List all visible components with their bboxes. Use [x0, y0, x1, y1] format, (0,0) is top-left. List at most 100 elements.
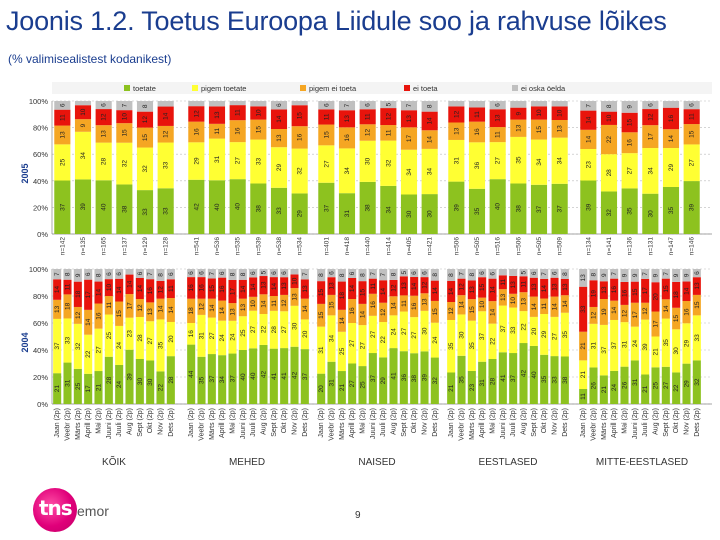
bar-2005-0-1-ei_toeta [74, 105, 92, 120]
data-label-2005-0-0-pigem_ei_toeta: 13 [59, 131, 66, 139]
bar-2004-3-2-pigem_toetate [467, 320, 476, 371]
bar-2005-0-0-pigem_ei_toeta [54, 125, 71, 145]
data-label-2005-4-1-ei_oska_oelda: 8 [606, 104, 613, 108]
data-label-2004-1-7-ei_toeta: 13 [261, 281, 268, 289]
bar-2005-0-5-pigem_toetate [157, 142, 174, 189]
bar-2004-2-5-pigem_ei_toeta [368, 293, 377, 316]
bar-2005-4-1-pigem_ei_toeta [600, 124, 618, 155]
bar-2005-1-2-pigem_ei_toeta [229, 120, 246, 143]
data-label-2005-0-0-toetate: 37 [59, 203, 66, 211]
bar-2004-2-11-pigem_ei_toeta [430, 300, 439, 323]
bar-2005-0-3-ei_oska_oelda [116, 101, 133, 111]
bar-2004-0-1-ei_toeta [63, 279, 72, 295]
data-label-2004-3-4-pigem_ei_toeta: 14 [490, 308, 497, 316]
bar-2004-0-3-ei_oska_oelda [84, 269, 93, 280]
data-label-2005-2-1-ei_oska_oelda: 7 [344, 103, 351, 107]
bar-2004-0-3-pigem_ei_toeta [84, 309, 93, 335]
bar-2004-0-0-toetate [53, 373, 62, 404]
data-label-2004-3-9-toetate: 35 [541, 375, 548, 383]
data-label-2004-4-8-pigem_ei_toeta: 14 [663, 305, 670, 313]
bar-2004-2-6-pigem_ei_toeta [379, 302, 388, 323]
bar-2004-4-4-ei_toeta [620, 281, 629, 305]
data-label-2004-3-3-pigem_ei_toeta: 10 [479, 300, 486, 308]
data-label-2004-3-5-toetate: 41 [500, 374, 507, 382]
bar-2005-2-4-pigem_toetate [400, 149, 418, 195]
data-label-2004-3-2-ei_toeta: 13 [469, 286, 476, 294]
data-label-2004-4-5-pigem_ei_toeta: 17 [632, 311, 639, 319]
bar-2005-3-2-ei_toeta [489, 109, 506, 128]
data-label-2004-2-8-ei_toeta: 13 [401, 282, 408, 290]
bar-2004-1-5-pigem_toetate [238, 316, 247, 350]
data-label-2005-0-5-pigem_toetate: 33 [163, 161, 170, 169]
data-label-2004-0-5-pigem_toetate: 25 [106, 332, 113, 340]
bar-2005-3-1-pigem_toetate [468, 142, 486, 189]
data-label-2004-4-6-ei_oska_oelda: 7 [642, 272, 649, 276]
data-label-2004-4-7-ei_oska_oelda: 9 [653, 273, 660, 277]
data-label-2004-4-4-pigem_toetate: 31 [622, 340, 629, 348]
bar-2004-2-11-ei_toeta [430, 280, 439, 301]
bar-2004-1-6-toetate [249, 348, 258, 404]
bar-2004-3-10-pigem_toetate [550, 316, 559, 357]
bar-2005-0-2-ei_toeta [95, 109, 112, 126]
bar-2004-1-0-pigem_ei_toeta [187, 298, 196, 323]
data-label-2004-2-2-pigem_ei_toeta: 14 [339, 317, 346, 325]
data-label-2004-4-0-pigem_ei_toeta: 21 [580, 342, 587, 350]
data-label-2005-2-1-ei_toeta: 13 [344, 115, 351, 123]
data-label-2005-0-0-ei_toeta: 11 [59, 114, 66, 121]
bar-2005-2-5-toetate [421, 194, 438, 234]
data-label-2004-3-5-ei_toeta: 11 [500, 278, 507, 285]
bar-2004-0-0-pigem_toetate [53, 318, 62, 374]
data-label-2004-4-7-ei_toeta: 20 [653, 293, 660, 301]
data-label-2004-1-4-pigem_ei_toeta: 13 [230, 308, 237, 316]
bar-2004-2-9-ei_oska_oelda [410, 269, 419, 278]
n-label-2005-3-4: n=505 [536, 237, 543, 256]
bar-2005-1-0-toetate [188, 179, 205, 234]
data-label-2004-0-7-ei_toeta: 14 [127, 280, 134, 288]
data-label-2004-4-3-pigem_toetate: 37 [611, 341, 618, 349]
bar-2004-2-2-ei_oska_oelda [337, 269, 346, 282]
bar-2004-4-2-toetate [599, 375, 608, 404]
bar-2005-0-5-pigem_ei_toeta [157, 125, 174, 143]
bar-2005-3-1-toetate [468, 188, 486, 234]
x-category-1-6: Juuli (2p) [250, 408, 257, 437]
n-label-2005-0-5: n=128 [163, 237, 170, 256]
bar-2005-2-4-pigem_ei_toeta [400, 127, 418, 150]
data-label-2004-4-11-pigem_toetate: 33 [694, 334, 701, 342]
bar-2004-3-2-ei_oska_oelda [467, 269, 476, 281]
bar-2004-1-11-pigem_ei_toeta [300, 298, 309, 320]
data-label-2004-1-9-pigem_toetate: 27 [281, 326, 288, 334]
bar-2004-1-6-pigem_toetate [249, 310, 258, 349]
data-label-2004-4-3-toetate: 24 [611, 383, 618, 391]
x-category-1-2: Märts (2p) [209, 408, 216, 440]
data-label-2005-4-5-pigem_ei_toeta: 15 [689, 130, 696, 138]
bar-2004-2-10-pigem_toetate [420, 310, 429, 352]
x-category-4-1: Veebr (2p) [591, 408, 598, 441]
data-label-2004-4-7-toetate: 25 [653, 382, 660, 390]
bar-2005-0-5-ei_oska_oelda [157, 101, 174, 107]
data-label-2005-3-0-pigem_ei_toeta: 13 [453, 127, 460, 135]
bar-2004-2-7-ei_toeta [389, 279, 398, 297]
bar-2005-1-3-toetate [250, 183, 267, 234]
bar-2005-2-2-pigem_toetate [359, 140, 376, 182]
bar-2004-2-8-pigem_ei_toeta [399, 295, 408, 312]
data-label-2004-2-0-pigem_ei_toeta: 15 [318, 311, 325, 319]
data-label-2004-3-9-ei_toeta: 14 [541, 285, 548, 293]
bar-2004-0-2-ei_toeta [73, 281, 82, 307]
bar-2004-1-2-ei_oska_oelda [207, 269, 216, 279]
data-label-2004-1-0-ei_toeta: 16 [188, 284, 195, 292]
data-label-2004-1-10-pigem_toetate: 30 [292, 322, 299, 330]
x-category-3-6: Juuli (2p) [510, 408, 517, 437]
bar-2005-4-3-ei_oska_oelda [642, 101, 659, 110]
bar-2004-3-9-pigem_toetate [540, 314, 549, 355]
bar-2004-4-9-pigem_toetate [672, 329, 681, 373]
bar-2004-1-4-toetate [228, 353, 237, 404]
data-label-2004-3-7-ei_toeta: 11 [521, 280, 528, 287]
bar-2004-3-11-ei_toeta [560, 279, 569, 296]
x-category-4-3: Aprill (2p) [611, 408, 618, 438]
bar-2004-4-5-ei_oska_oelda [630, 269, 639, 282]
data-label-2005-0-3-ei_oska_oelda: 7 [121, 103, 128, 107]
data-label-2004-2-1-pigem_ei_toeta: 15 [329, 301, 336, 309]
bar-2004-3-4-pigem_ei_toeta [488, 301, 497, 324]
bar-2004-1-0-ei_toeta [187, 277, 196, 299]
x-category-1-10: Nov (2p) [292, 408, 299, 435]
